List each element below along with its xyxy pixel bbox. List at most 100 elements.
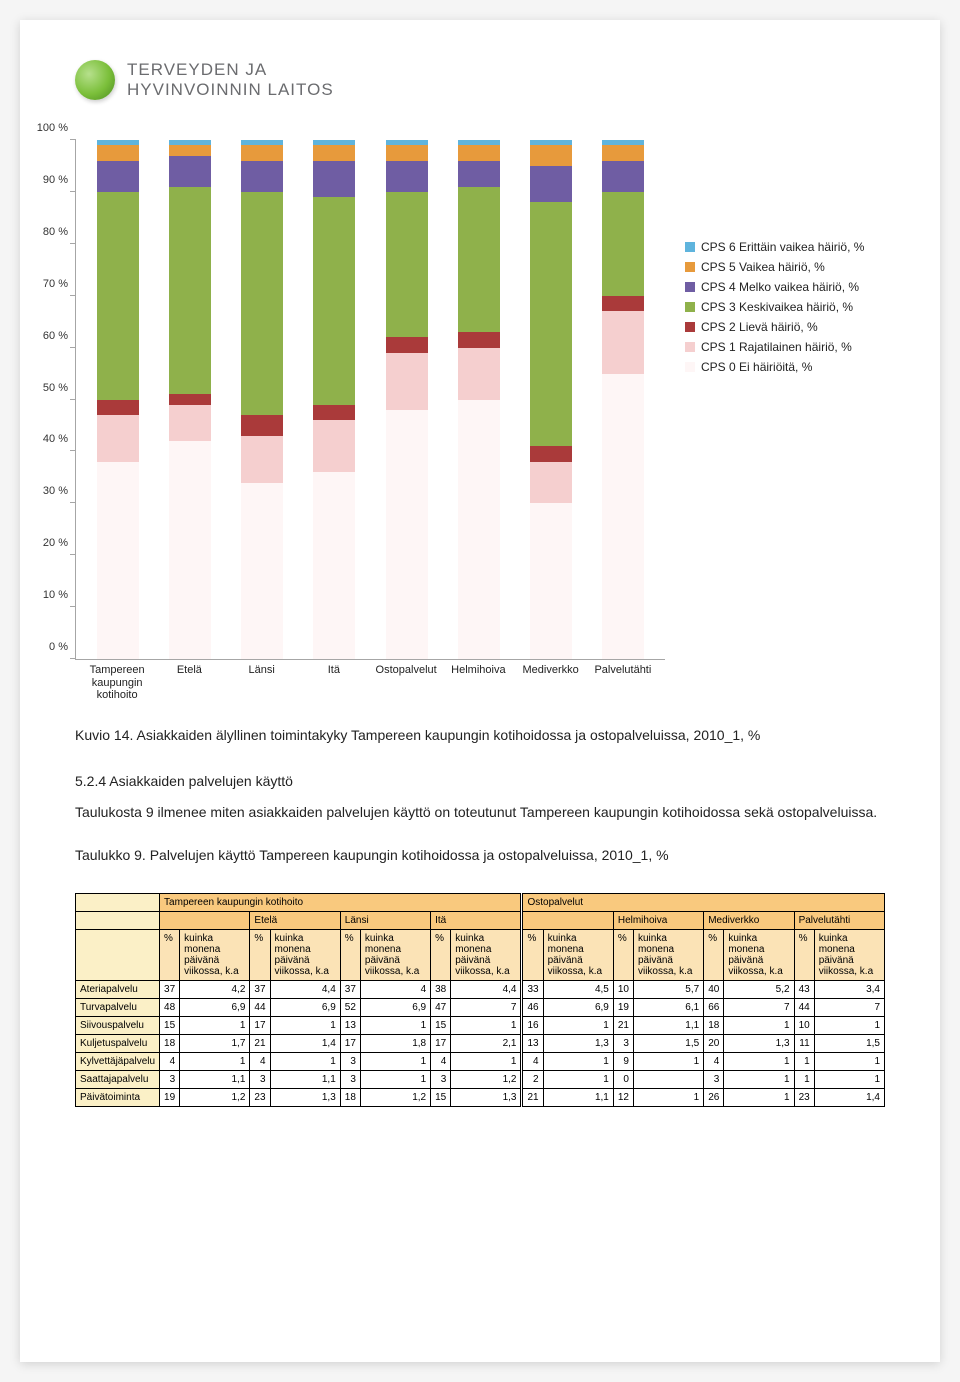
- subcol-pct: %: [340, 929, 360, 980]
- cell-km: 1: [451, 1052, 521, 1070]
- cell-pct: 3: [431, 1070, 451, 1088]
- bar-segment: [386, 337, 428, 353]
- cell-km: 1: [724, 1052, 794, 1070]
- bar-segment: [241, 415, 283, 436]
- bar-segment: [169, 405, 211, 441]
- cell-pct: 46: [523, 998, 543, 1016]
- y-tick-label: 20 %: [24, 537, 68, 549]
- bar-segment: [530, 145, 572, 166]
- y-tick: [70, 191, 76, 192]
- bar-column: [530, 140, 572, 659]
- cell-pct: 18: [704, 1016, 724, 1034]
- legend-label: CPS 1 Rajatilainen häiriö, %: [701, 340, 852, 354]
- section-body: Taulukosta 9 ilmenee miten asiakkaiden p…: [75, 803, 885, 822]
- y-tick: [70, 554, 76, 555]
- bar-segment: [97, 400, 139, 416]
- legend-label: CPS 6 Erittäin vaikea häiriö, %: [701, 240, 864, 254]
- logo-line1: TERVEYDEN JA: [127, 60, 334, 80]
- cell-km: 1,5: [633, 1034, 703, 1052]
- cell-pct: 3: [340, 1070, 360, 1088]
- col-header: Länsi: [340, 911, 430, 929]
- cell-pct: 47: [431, 998, 451, 1016]
- page-root: TERVEYDEN JA HYVINVOINNIN LAITOS 0 %10 %…: [20, 20, 940, 1362]
- bar-segment: [313, 420, 355, 472]
- col-header: Palvelutähti: [794, 911, 884, 929]
- bar-segment: [97, 161, 139, 192]
- cell-pct: 52: [340, 998, 360, 1016]
- cell-pct: 23: [794, 1088, 814, 1106]
- cell-km: 6,9: [360, 998, 430, 1016]
- cell-km: 1,4: [270, 1034, 340, 1052]
- y-tick-label: 60 %: [24, 330, 68, 342]
- y-tick: [70, 295, 76, 296]
- bar-segment: [530, 166, 572, 202]
- table-row: Päivätoiminta191,2231,3181,2151,3211,112…: [76, 1088, 885, 1106]
- legend-label: CPS 0 Ei häiriöitä, %: [701, 360, 812, 374]
- y-tick-label: 50 %: [24, 382, 68, 394]
- subcol-pct: %: [160, 929, 180, 980]
- table-blank: [76, 929, 160, 980]
- cell-pct: 17: [431, 1034, 451, 1052]
- cell-pct: 4: [431, 1052, 451, 1070]
- bar-column: [169, 140, 211, 659]
- cell-pct: 12: [613, 1088, 633, 1106]
- cell-km: 6,9: [270, 998, 340, 1016]
- col-header: Etelä: [250, 911, 340, 929]
- cell-km: 1,1: [543, 1088, 613, 1106]
- legend-label: CPS 3 Keskivaikea häiriö, %: [701, 300, 853, 314]
- cell-pct: 1: [794, 1070, 814, 1088]
- table-row: Ateriapalvelu374,2374,4374384,4334,5105,…: [76, 980, 885, 998]
- cell-pct: 1: [794, 1052, 814, 1070]
- y-tick: [70, 450, 76, 451]
- cell-km: 4: [360, 980, 430, 998]
- bar-segment: [97, 192, 139, 400]
- table-row: Saattajapalvelu31,131,13131,22103111: [76, 1070, 885, 1088]
- cell-km: 1,1: [633, 1016, 703, 1034]
- bar-segment: [386, 192, 428, 337]
- cell-km: 1: [180, 1016, 250, 1034]
- cell-pct: 21: [250, 1034, 270, 1052]
- x-category-label: Länsi: [231, 664, 293, 702]
- bar-column: [313, 140, 355, 659]
- cell-pct: 66: [704, 998, 724, 1016]
- cell-pct: 3: [160, 1070, 180, 1088]
- table-row: Siivouspalvelu151171131151161211,1181101: [76, 1016, 885, 1034]
- subcol-km: kuinka monena päivänä viikossa, k.a: [724, 929, 794, 980]
- cell-km: 1: [724, 1088, 794, 1106]
- bar-segment: [313, 145, 355, 161]
- row-label: Turvapalvelu: [76, 998, 160, 1016]
- subcol-km: kuinka monena päivänä viikossa, k.a: [814, 929, 884, 980]
- y-tick-label: 90 %: [24, 174, 68, 186]
- cell-km: 1: [270, 1052, 340, 1070]
- cell-km: 5,7: [633, 980, 703, 998]
- cell-pct: 43: [794, 980, 814, 998]
- cell-km: 6,9: [543, 998, 613, 1016]
- bar-segment: [530, 202, 572, 446]
- subcol-km: kuinka monena päivänä viikossa, k.a: [180, 929, 250, 980]
- cell-km: 1,2: [451, 1070, 521, 1088]
- cell-pct: 37: [250, 980, 270, 998]
- cell-pct: 21: [613, 1016, 633, 1034]
- cell-pct: 16: [523, 1016, 543, 1034]
- cell-pct: 4: [160, 1052, 180, 1070]
- bar-segment: [97, 462, 139, 659]
- y-tick: [70, 243, 76, 244]
- table-blank: [76, 911, 160, 929]
- cell-km: 1: [180, 1052, 250, 1070]
- x-category-label: Mediverkko: [520, 664, 582, 702]
- logo-text: TERVEYDEN JA HYVINVOINNIN LAITOS: [127, 60, 334, 99]
- bar-segment: [602, 296, 644, 312]
- cell-pct: 19: [613, 998, 633, 1016]
- service-usage-table: Tampereen kaupungin kotihoitoOstopalvelu…: [75, 893, 885, 1107]
- bar-column: [97, 140, 139, 659]
- cell-pct: 3: [250, 1070, 270, 1088]
- chart-caption: Kuvio 14. Asiakkaiden älyllinen toiminta…: [75, 726, 885, 745]
- bar-segment: [169, 394, 211, 404]
- cell-km: 1,3: [724, 1034, 794, 1052]
- row-label: Kuljetuspalvelu: [76, 1034, 160, 1052]
- y-tick: [70, 502, 76, 503]
- bar-segment: [530, 503, 572, 659]
- y-tick-label: 80 %: [24, 226, 68, 238]
- legend-item: CPS 6 Erittäin vaikea häiriö, %: [685, 240, 885, 254]
- cell-pct: 23: [250, 1088, 270, 1106]
